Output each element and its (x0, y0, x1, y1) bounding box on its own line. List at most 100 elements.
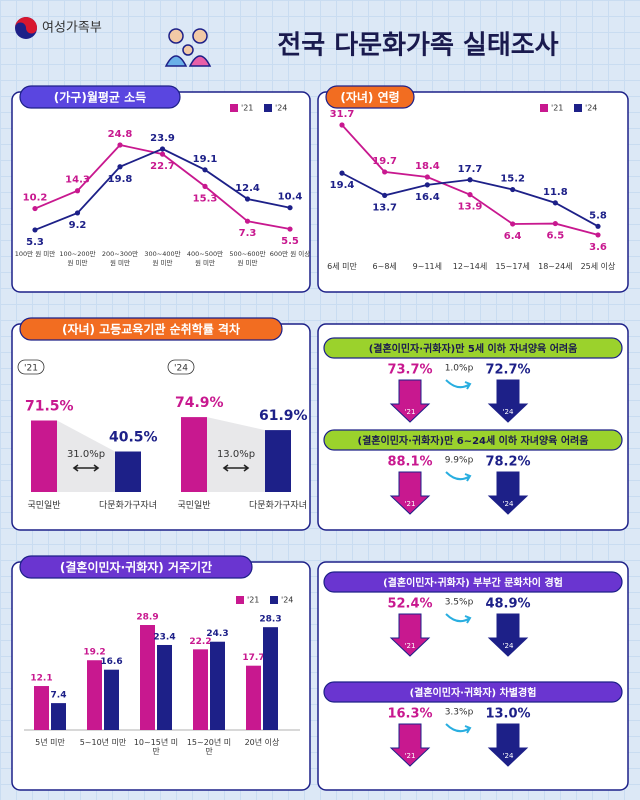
x-tick-label: 10~15년 미만 (133, 738, 179, 756)
group-label: '21 (24, 364, 38, 374)
change-arrow (445, 723, 472, 734)
data-label: 7.4 (51, 691, 67, 701)
bar (104, 669, 119, 730)
x-tick-label: 100만 원 미만 (14, 250, 56, 258)
data-label: 19.8 (108, 174, 133, 185)
panel (317, 91, 629, 293)
panel-title: (결혼이민자·귀화자)만 6~24세 이하 자녀양육 어려움 (358, 434, 589, 447)
legend-label: '21 (241, 104, 253, 113)
data-label: 13.9 (458, 202, 483, 213)
data-label: 17.7 (458, 164, 483, 175)
data-label: 11.8 (543, 187, 568, 198)
point (424, 182, 430, 188)
bar (140, 625, 155, 730)
gap-arrow (222, 464, 250, 472)
title-pill (19, 85, 181, 109)
page-title: 전국 다문화가족 실태조사 (277, 31, 558, 61)
point (32, 227, 38, 233)
point (32, 205, 38, 212)
bar (157, 644, 172, 730)
value-label: 13.0% (485, 707, 530, 722)
gap-label: 13.0%p (217, 449, 255, 460)
data-label: 23.9 (150, 133, 175, 144)
down-arrow (487, 471, 529, 515)
bar (87, 660, 102, 730)
bar (181, 417, 207, 492)
x-tick-label: 200~300만 원 미만 (101, 250, 139, 267)
x-tick-label: 18~24세 (538, 262, 573, 271)
point (74, 210, 81, 216)
data-label: 71.5% (25, 399, 74, 415)
bar (263, 627, 278, 730)
x-tick-label: 600만 원 이상 (269, 250, 311, 258)
panel (317, 323, 629, 531)
data-label: 24.8 (108, 129, 133, 140)
point (244, 196, 251, 202)
x-tick-label: 300~400만 원 미만 (144, 250, 181, 267)
data-label: 74.9% (175, 395, 224, 411)
panel-title: (결혼이민자·귀화자)만 5세 이하 자녀양육 어려움 (369, 342, 578, 355)
x-tick-label: 25세 이상 (580, 262, 616, 271)
point (467, 192, 473, 198)
bar (210, 641, 225, 730)
data-label: 22.2 (189, 637, 211, 647)
title-pill (323, 337, 623, 359)
group-label: '24 (174, 364, 188, 374)
point (159, 146, 166, 152)
point (287, 205, 293, 211)
point (552, 220, 558, 227)
point (74, 188, 81, 194)
point (467, 177, 473, 183)
point (202, 167, 208, 173)
data-label: 16.6 (100, 657, 122, 667)
value-label: 78.2% (485, 455, 530, 470)
group-badge (167, 359, 195, 375)
data-label: 19.7 (372, 156, 397, 167)
legend-label: '24 (585, 104, 597, 113)
data-label: 22.7 (150, 161, 175, 172)
x-tick-label: 9~11세 (412, 262, 442, 271)
x-tick-label: 다문화가구자녀 (249, 501, 307, 511)
gap-shade (207, 417, 265, 492)
point (287, 226, 293, 232)
point (424, 174, 430, 180)
data-label: 9.2 (69, 220, 87, 231)
data-label: 61.9% (259, 408, 308, 424)
x-tick-label: 100~200만 원 미만 (59, 250, 96, 267)
data-label: 16.4 (415, 192, 440, 203)
data-label: 19.2 (83, 648, 105, 658)
legend-swatch (236, 596, 244, 604)
legend-swatch (264, 104, 272, 112)
bar (265, 430, 291, 492)
x-tick-label: 5~10년 미만 (79, 738, 127, 747)
bar (193, 649, 208, 730)
logo-text: 여성가족부 (42, 21, 102, 36)
x-tick-label: 15~17세 (495, 262, 530, 271)
data-label: 6.5 (546, 231, 564, 242)
data-label: 7.3 (239, 228, 257, 239)
data-label: 5.3 (26, 237, 44, 248)
legend-swatch (270, 596, 278, 604)
point (552, 200, 558, 206)
data-label: 10.4 (278, 192, 303, 203)
legend-label: '24 (281, 596, 293, 605)
point (339, 122, 345, 128)
data-label: 12.1 (30, 674, 52, 684)
value-label: 72.7% (485, 363, 530, 378)
gap-shade (57, 420, 115, 492)
panel-title: (자녀) 고등교육기관 순취학률 격차 (62, 322, 240, 337)
x-tick-label: 6세 미만 (327, 262, 357, 271)
period-label: '21 (405, 752, 416, 760)
x-tick-label: 400~500만 원 미만 (186, 250, 224, 267)
legend-swatch (540, 104, 548, 112)
legend-label: '21 (551, 104, 563, 113)
point (510, 221, 516, 227)
bar (34, 686, 49, 730)
point (244, 218, 251, 224)
title-pill (19, 317, 283, 341)
logo-mark-top (15, 17, 37, 34)
bar (115, 451, 141, 492)
legend-swatch (574, 104, 582, 112)
down-arrow (389, 471, 431, 515)
